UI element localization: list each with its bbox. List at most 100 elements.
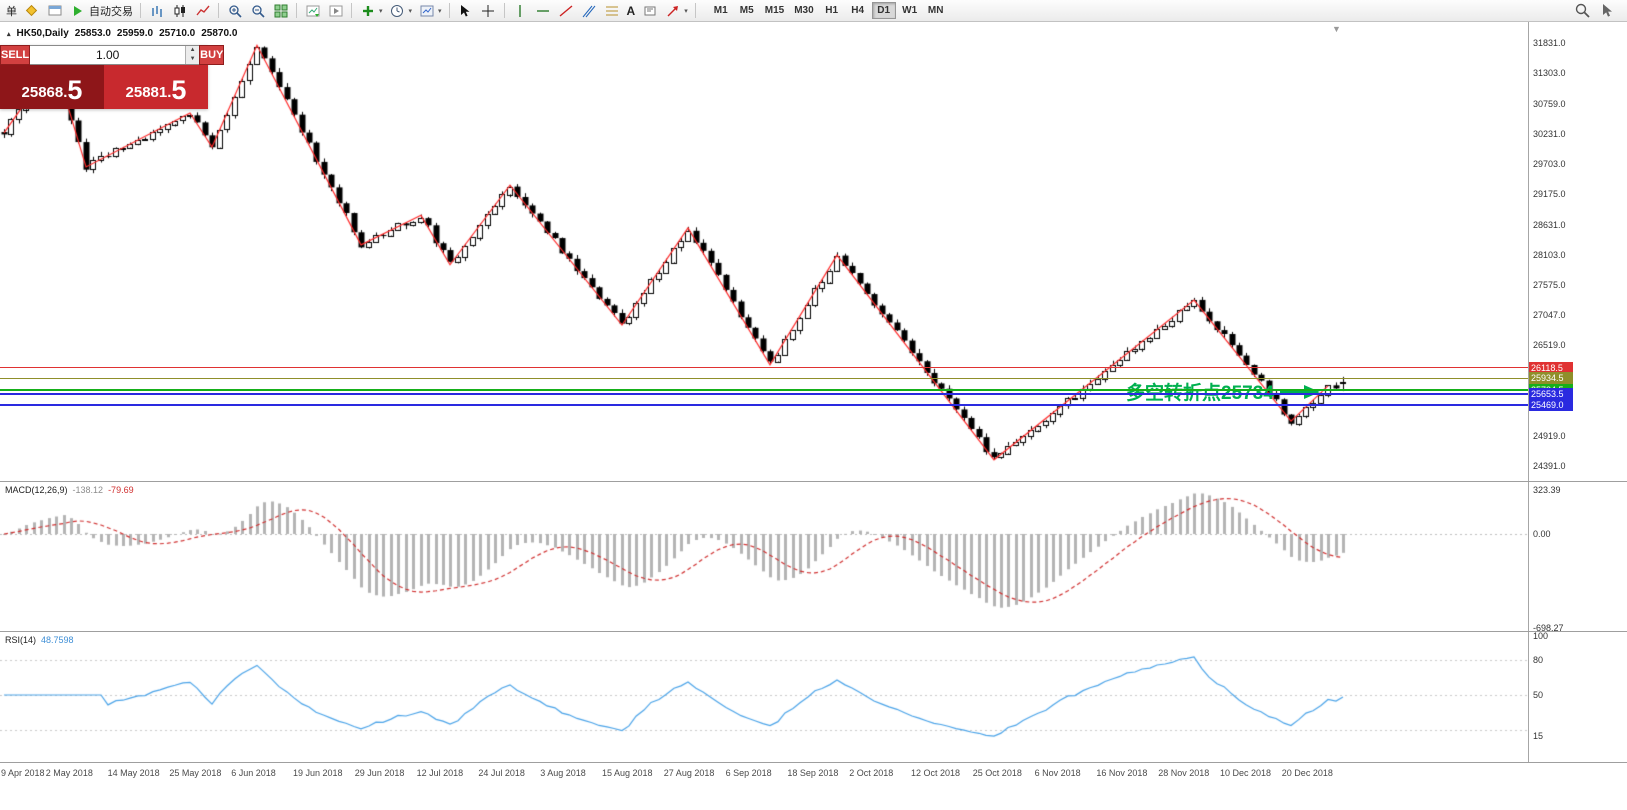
line-chart-icon [194,2,211,19]
macd-axis-label: 323.39 [1533,485,1561,496]
chart-shift-button[interactable] [324,2,347,20]
pointer-icon[interactable] [1599,2,1616,19]
buy-button[interactable]: BUY [199,45,225,65]
chevron-down-icon: ▾ [684,7,688,15]
timeframe-button-m15[interactable]: M15 [764,5,785,16]
tile-windows-button[interactable] [269,2,292,20]
macd-axis[interactable]: 323.39 0.00 -698.27 [1528,482,1627,634]
date-label: 6 Nov 2018 [1034,768,1081,778]
price-chart-canvas[interactable] [0,22,1528,481]
price-tag: 25653.5 [1529,388,1573,401]
volume-down-button[interactable]: ▼ [186,55,200,64]
date-label: 19 Jun 2018 [293,768,343,778]
price-axis-label: 30231.0 [1533,128,1566,139]
shapes-tool-button[interactable]: ▾ [661,2,691,20]
fibonacci-tool-button[interactable] [601,2,624,20]
rsi-header: RSI(14) 48.7598 [5,635,74,645]
price-tag: 26118.5 [1529,361,1573,374]
price-axis-label: 29703.0 [1533,158,1566,169]
timeframe-button-d1[interactable]: D1 [871,2,896,19]
periods-button[interactable]: ▾ [386,2,416,20]
date-label: 27 Aug 2018 [663,768,715,778]
buy-price: 25881. [125,84,172,101]
toolbar-separator [351,3,352,18]
zoom-out-button[interactable] [246,2,269,20]
auto-trading-button[interactable]: 自动交易 [66,2,136,20]
date-label: 25 May 2018 [169,768,222,778]
new-chart-button[interactable] [20,2,43,20]
bar-chart-button[interactable] [145,2,168,20]
label-icon [641,2,658,19]
cursor-icon [457,2,474,19]
macd-main-value: -138.12 [72,485,104,495]
price-axis[interactable]: 31831.0 31303.0 30759.0 30231.0 29703.0 29175… [1528,22,1627,481]
price-tag: 25934.5 [1529,372,1573,385]
macd-axis-label: 0.00 [1533,529,1551,539]
timeframe-button-h4[interactable]: H4 [851,5,865,16]
candlestick-chart-button[interactable] [168,2,191,20]
horizontal-line-icon [535,2,552,19]
toolbar-separator [296,3,297,18]
timeframe-button-m30[interactable]: M30 [794,5,814,16]
indicators-button[interactable]: ▾ [356,2,386,20]
timeframe-button-w1[interactable]: W1 [902,5,918,16]
candlestick-icon [171,2,188,19]
volume-up-button[interactable]: ▲ [186,46,200,55]
timeframe-button-m1[interactable]: M1 [713,5,728,16]
crosshair-tool-button[interactable] [477,2,500,20]
price-axis-label: 27575.0 [1533,279,1566,290]
search-icon[interactable] [1574,2,1591,19]
time-axis[interactable]: 9 Apr 2018 2 May 2018 14 May 2018 25 May 20… [0,762,1627,782]
date-label: 16 Nov 2018 [1096,768,1148,778]
date-label: 24 Jul 2018 [478,768,525,778]
date-label: 9 Apr 2018 [1,768,45,778]
auto-scroll-button[interactable] [301,2,324,20]
rsi-axis-label: 50 [1533,690,1544,700]
date-label: 15 Aug 2018 [602,768,653,778]
line-chart-button[interactable] [191,2,214,20]
timeframe-button-m5[interactable]: M5 [739,5,754,16]
price-axis-label: 31831.0 [1533,38,1566,48]
chart-symbol-period: HK50,Daily [16,28,69,39]
toolbar-separator [503,3,505,18]
tile-windows-icon [272,2,289,19]
label-tool-button[interactable] [638,2,661,20]
timeframe-button-h1[interactable]: H1 [825,5,839,16]
chevron-down-icon: ▾ [379,7,383,15]
rsi-axis-label: 15 [1533,731,1544,742]
macd-header: MACD(12,26,9) -138.12 -79.69 [5,485,134,495]
channel-icon [581,2,598,19]
channel-tool-button[interactable] [578,2,601,20]
chart-close-value: 25870.0 [201,28,238,39]
macd-label: MACD(12,26,9) [5,485,68,495]
price-tag: 25469.0 [1529,398,1573,411]
price-axis-label: 28631.0 [1533,219,1566,230]
sell-price-pips: 5 [67,75,83,105]
volume-input[interactable] [30,46,186,64]
vertical-line-tool-button[interactable] [509,2,532,20]
price-axis-label: 30759.0 [1533,98,1566,109]
new-chart-icon [23,2,40,19]
main-chart-panel: ▼ 多空转折点25734 ▴ HK50,Daily 25853.0 25959.… [0,22,1627,481]
sell-button[interactable]: SELL [0,45,31,65]
cursor-tool-button[interactable] [454,2,477,20]
date-label: 2 Oct 2018 [849,768,894,778]
symbol-marker-icon: ▴ [7,30,11,38]
rsi-axis[interactable]: 100 80 50 15 [1528,631,1627,762]
sell-price-box[interactable]: 25868. 5 [0,65,104,109]
fibonacci-icon [604,2,621,19]
profiles-button[interactable] [43,2,66,20]
text-tool-button[interactable]: A [624,2,639,20]
macd-axis-label: -698.27 [1533,623,1564,634]
templates-button[interactable]: ▾ [415,2,445,20]
trendline-tool-button[interactable] [555,2,578,20]
rsi-canvas[interactable] [0,632,1528,762]
price-axis-label: 27047.0 [1533,309,1566,320]
macd-canvas[interactable] [0,482,1528,631]
buy-price-box[interactable]: 25881. 5 [104,65,208,109]
zoom-in-button[interactable] [223,2,246,20]
horizontal-line-tool-button[interactable] [532,2,555,20]
price-axis-label: 26519.0 [1533,340,1566,350]
new-order-button[interactable]: 单 [6,5,17,18]
timeframe-button-mn[interactable]: MN [927,5,944,16]
